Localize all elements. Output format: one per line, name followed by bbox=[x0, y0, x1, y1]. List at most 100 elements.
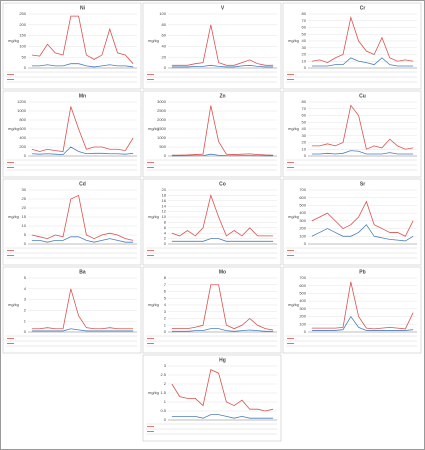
panel bbox=[2, 178, 142, 266]
y-tick-label: 3 bbox=[164, 363, 167, 368]
y-tick-label: 8 bbox=[164, 275, 167, 280]
panel bbox=[282, 266, 422, 354]
series-line bbox=[31, 328, 134, 332]
y-tick-label: 0 bbox=[164, 65, 167, 70]
y-tick-label: 10 bbox=[162, 214, 167, 219]
y-tick-label: 0 bbox=[24, 241, 27, 246]
chart-title: Zn bbox=[219, 93, 225, 99]
y-tick-label: 60 bbox=[302, 113, 307, 118]
y-tick-label: 0 bbox=[24, 329, 27, 334]
y-tick-label: 700 bbox=[299, 187, 306, 192]
y-tick-label: 1200 bbox=[17, 99, 27, 104]
y-tick-label: 12 bbox=[162, 209, 167, 214]
y-tick-label: 2 bbox=[164, 381, 167, 386]
panel bbox=[2, 266, 142, 354]
y-tick-label: 80 bbox=[302, 11, 307, 16]
y-tick-label: 500 bbox=[299, 290, 306, 295]
chart-title: Cr bbox=[360, 5, 366, 11]
chart-title: Mn bbox=[79, 93, 86, 99]
chart-title: Ba bbox=[79, 269, 86, 275]
series-line bbox=[311, 150, 414, 155]
y-tick-label: 10 bbox=[22, 223, 27, 228]
y-axis-label: mg/kg bbox=[148, 390, 159, 395]
y-tick-label: 400 bbox=[299, 210, 306, 215]
chart-title: Sr bbox=[360, 181, 365, 187]
series-line bbox=[171, 24, 274, 66]
y-tick-label: 2 bbox=[24, 307, 27, 312]
y-tick-label: 150 bbox=[19, 33, 26, 38]
y-tick-label: 200 bbox=[299, 226, 306, 231]
series-line bbox=[171, 64, 274, 68]
y-tick-label: 500 bbox=[299, 202, 306, 207]
y-tick-label: 20 bbox=[302, 140, 307, 145]
y-tick-label: 800 bbox=[19, 117, 26, 122]
y-axis-label: mg/kg bbox=[288, 126, 299, 131]
panel bbox=[142, 178, 282, 266]
series-line bbox=[171, 105, 274, 156]
y-tick-label: 60 bbox=[302, 25, 307, 30]
series-line bbox=[311, 15, 414, 64]
y-tick-label: 1000 bbox=[17, 108, 27, 113]
chart-title: Pb bbox=[359, 269, 365, 275]
chart-title: Hg bbox=[219, 357, 226, 363]
y-tick-label: 14 bbox=[162, 203, 167, 208]
chart-title: Cd bbox=[79, 181, 86, 187]
series-line bbox=[311, 281, 414, 330]
y-tick-label: 400 bbox=[19, 135, 26, 140]
series-line bbox=[31, 236, 134, 243]
panel bbox=[282, 90, 422, 178]
series-line bbox=[31, 146, 134, 156]
panel bbox=[282, 2, 422, 90]
series-line bbox=[171, 328, 274, 332]
y-tick-label: 70 bbox=[302, 18, 307, 23]
y-tick-label: 4 bbox=[164, 230, 167, 235]
series-line bbox=[171, 153, 274, 157]
y-tick-label: 300 bbox=[299, 218, 306, 223]
y-tick-label: 7 bbox=[164, 282, 167, 287]
y-tick-label: 0 bbox=[304, 65, 307, 70]
y-tick-label: 0 bbox=[24, 153, 27, 158]
y-tick-label: 40 bbox=[162, 43, 167, 48]
series-line bbox=[31, 63, 134, 68]
y-tick-label: 0 bbox=[164, 241, 167, 246]
y-tick-label: 200 bbox=[19, 22, 26, 27]
y-tick-label: 0 bbox=[164, 417, 167, 422]
series-line bbox=[171, 284, 274, 331]
y-tick-label: 100 bbox=[19, 43, 26, 48]
y-axis-label: mg/kg bbox=[148, 38, 159, 43]
y-tick-label: 4 bbox=[24, 286, 27, 291]
y-axis-label: mg/kg bbox=[8, 214, 19, 219]
chart-title: V bbox=[221, 5, 225, 11]
y-tick-label: 2.5 bbox=[160, 372, 166, 377]
y-tick-label: 100 bbox=[299, 233, 306, 238]
y-tick-label: 3000 bbox=[157, 99, 167, 104]
series-line bbox=[311, 104, 414, 150]
y-tick-label: 1 bbox=[164, 399, 167, 404]
y-axis-label: mg/kg bbox=[148, 214, 159, 219]
y-tick-label: 1 bbox=[164, 322, 167, 327]
panel bbox=[2, 90, 142, 178]
y-tick-label: 40 bbox=[302, 126, 307, 131]
y-tick-label: 20 bbox=[162, 54, 167, 59]
y-tick-label: 5 bbox=[24, 275, 27, 280]
y-tick-label: 20 bbox=[162, 187, 167, 192]
y-tick-label: 0 bbox=[164, 329, 167, 334]
y-tick-label: 20 bbox=[302, 52, 307, 57]
y-tick-label: 10 bbox=[302, 146, 307, 151]
series-line bbox=[311, 224, 414, 242]
y-tick-label: 6 bbox=[164, 289, 167, 294]
y-axis-label: mg/kg bbox=[148, 302, 159, 307]
y-tick-label: 200 bbox=[19, 144, 26, 149]
y-tick-label: 50 bbox=[302, 31, 307, 36]
y-tick-label: 30 bbox=[302, 133, 307, 138]
y-tick-label: 0 bbox=[304, 241, 307, 246]
series-line bbox=[171, 238, 274, 242]
y-tick-label: 16 bbox=[162, 198, 167, 203]
y-tick-label: 1000 bbox=[157, 135, 167, 140]
series-line bbox=[31, 15, 134, 64]
y-axis-label: mg/kg bbox=[288, 214, 299, 219]
y-tick-label: 0 bbox=[164, 153, 167, 158]
y-tick-label: 6 bbox=[164, 225, 167, 230]
y-tick-label: 600 bbox=[19, 126, 26, 131]
